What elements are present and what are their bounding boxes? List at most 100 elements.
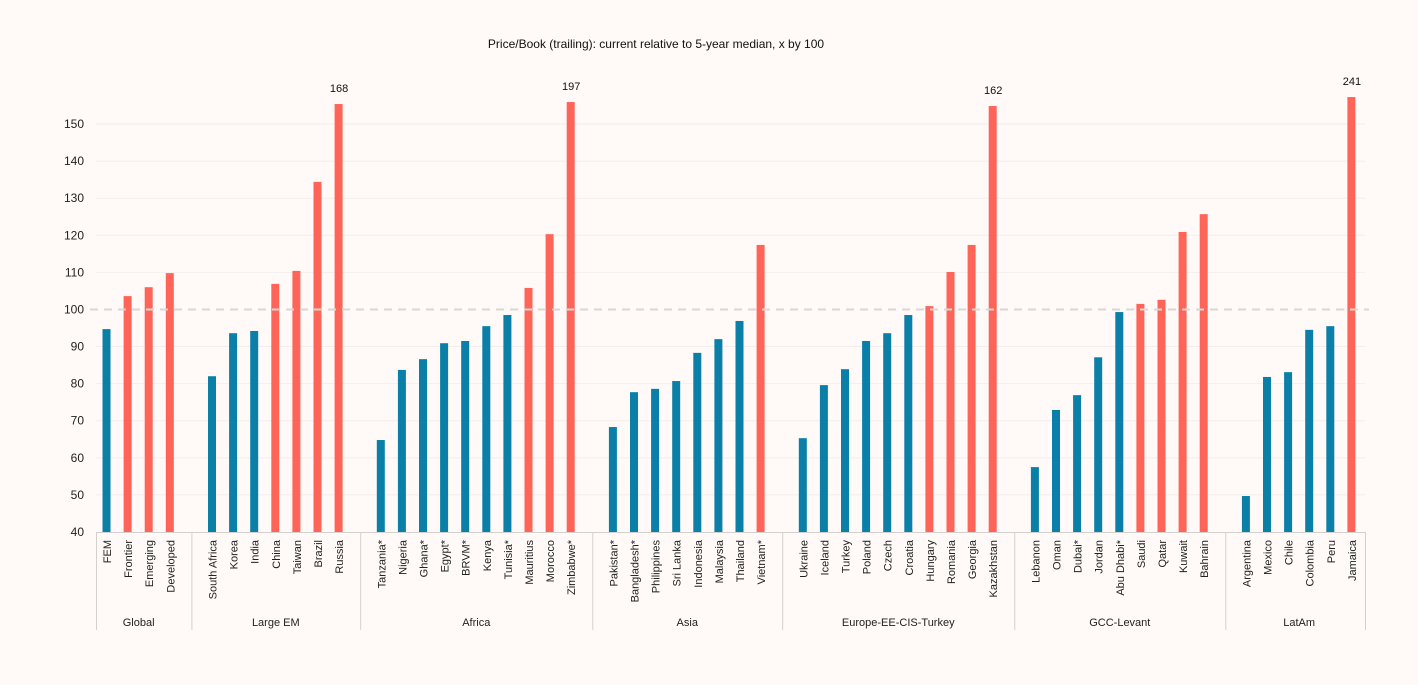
- y-tick-label: 80: [71, 377, 85, 391]
- x-category-label: Kenya: [482, 539, 494, 571]
- x-category-label: Philippines: [651, 540, 663, 594]
- x-category-label: Zimbabwe*: [566, 539, 578, 595]
- x-category-label: Iceland: [819, 540, 831, 575]
- x-category-label: BRVM*: [461, 539, 473, 576]
- bar-nigeria: [397, 369, 406, 532]
- bar-tanzania-: [376, 440, 385, 532]
- x-category-label: Hungary: [925, 540, 937, 582]
- y-tick-label: 50: [71, 488, 85, 502]
- x-category-label: Oman: [1052, 540, 1064, 570]
- x-category-label: Indonesia: [693, 539, 705, 588]
- x-category-label: FEM: [102, 540, 114, 563]
- x-axis: FEM Frontier Emerging Developed Global South …: [96, 532, 1366, 630]
- x-category-label: Dubai*: [1073, 539, 1085, 573]
- bar-korea: [229, 333, 238, 532]
- x-category-label: Korea: [229, 539, 241, 569]
- x-category-label: Morocco: [545, 540, 557, 582]
- bar-turkey: [841, 369, 849, 532]
- x-category-label: Pakistan*: [608, 539, 620, 586]
- y-tick-label: 70: [71, 414, 85, 428]
- bar-russia: [334, 104, 343, 532]
- x-category-label: Czech: [883, 540, 895, 571]
- bar-brvm-: [461, 340, 470, 532]
- y-tick-label: 60: [71, 451, 85, 465]
- y-tick-label: 90: [71, 340, 85, 354]
- x-category-label: Ghana*: [419, 539, 431, 577]
- bar-ukraine: [798, 438, 807, 532]
- x-group-label: Africa: [462, 617, 491, 629]
- x-category-label: Tanzania*: [376, 539, 388, 588]
- y-tick-label: 130: [64, 191, 84, 205]
- y-axis: 40 50 60 70 80 90 100 110 120 130 140 150: [64, 117, 84, 539]
- x-category-label: Bangladesh*: [630, 539, 642, 602]
- bar-philippines: [651, 388, 660, 532]
- x-group-label: Asia: [677, 617, 699, 629]
- bar-value-label: 241: [1343, 76, 1361, 88]
- x-category-label: Nigeria: [397, 539, 409, 575]
- bar-iceland: [819, 385, 828, 532]
- bar-value-label: 168: [330, 83, 348, 95]
- x-category-label: Romania: [946, 539, 958, 584]
- x-category-label: Jordan: [1094, 540, 1106, 574]
- x-category-label: Mexico: [1263, 540, 1275, 575]
- bar-zimbabwe-: [566, 102, 575, 532]
- x-category-label: Russia: [334, 539, 346, 574]
- x-category-label: Saudi: [1136, 540, 1148, 568]
- bar-jamaica: [1347, 97, 1356, 532]
- x-category-label: Thailand: [735, 540, 747, 582]
- x-category-label: Argentina: [1241, 539, 1253, 587]
- bar-argentina: [1241, 496, 1250, 532]
- x-category-label: Georgia: [967, 539, 979, 579]
- bar-pakistan-: [608, 427, 617, 532]
- bar-ghana-: [419, 359, 427, 532]
- x-category-label: India: [250, 539, 262, 564]
- bar-czech: [883, 333, 892, 532]
- x-category-label: Turkey: [841, 540, 853, 574]
- y-tick-label: 120: [64, 228, 84, 242]
- x-category-label: Jamaica: [1347, 539, 1359, 581]
- bar-hungary: [925, 306, 934, 532]
- x-group-label: GCC-Levant: [1089, 617, 1150, 629]
- bar-jordan: [1094, 357, 1103, 532]
- bar-romania: [946, 271, 955, 532]
- x-category-label: Ukraine: [798, 540, 810, 578]
- y-tick-label: 150: [64, 117, 84, 131]
- bar-malaysia: [714, 339, 723, 532]
- bar-qatar: [1157, 299, 1166, 532]
- bar-dubai-: [1073, 395, 1082, 532]
- bar-chile: [1284, 372, 1293, 532]
- x-group-label: LatAm: [1283, 617, 1315, 629]
- x-category-label: Lebanon: [1030, 540, 1042, 583]
- bar-value-label: 197: [562, 81, 580, 93]
- x-category-label: Peru: [1326, 540, 1338, 563]
- bar-egypt-: [440, 343, 449, 532]
- bars: 168 197 162 241: [102, 76, 1361, 532]
- x-category-label: Tunisia*: [503, 539, 515, 579]
- bar-fem: [102, 329, 111, 532]
- bar-thailand: [735, 320, 744, 532]
- y-tick-label: 140: [64, 154, 84, 168]
- bar-taiwan: [292, 270, 301, 532]
- x-category-label: Mauritius: [524, 540, 536, 585]
- x-category-label: Vietnam*: [756, 539, 768, 584]
- bar-indonesia: [693, 352, 702, 532]
- x-category-label: Chile: [1284, 540, 1296, 565]
- bar-developed: [165, 273, 174, 532]
- bar-kazakhstan: [988, 106, 997, 532]
- x-category-label: Poland: [862, 540, 874, 574]
- bar-oman: [1052, 409, 1060, 532]
- y-tick-label: 110: [65, 265, 84, 279]
- x-category-label: Taiwan: [292, 540, 304, 574]
- x-group-label: Europe-EE-CIS-Turkey: [842, 617, 955, 629]
- x-category-label: Colombia: [1305, 539, 1317, 586]
- x-category-label: Egypt*: [440, 539, 452, 572]
- x-category-label: Kazakhstan: [988, 540, 1000, 597]
- x-category-label: Malaysia: [714, 539, 726, 583]
- bar-sri-lanka: [672, 381, 681, 532]
- bar-tunisia-: [503, 315, 512, 532]
- grid-lines: [96, 123, 1365, 496]
- x-group-label: Large EM: [252, 617, 300, 629]
- bar-india: [250, 330, 259, 532]
- bar-china: [271, 283, 280, 532]
